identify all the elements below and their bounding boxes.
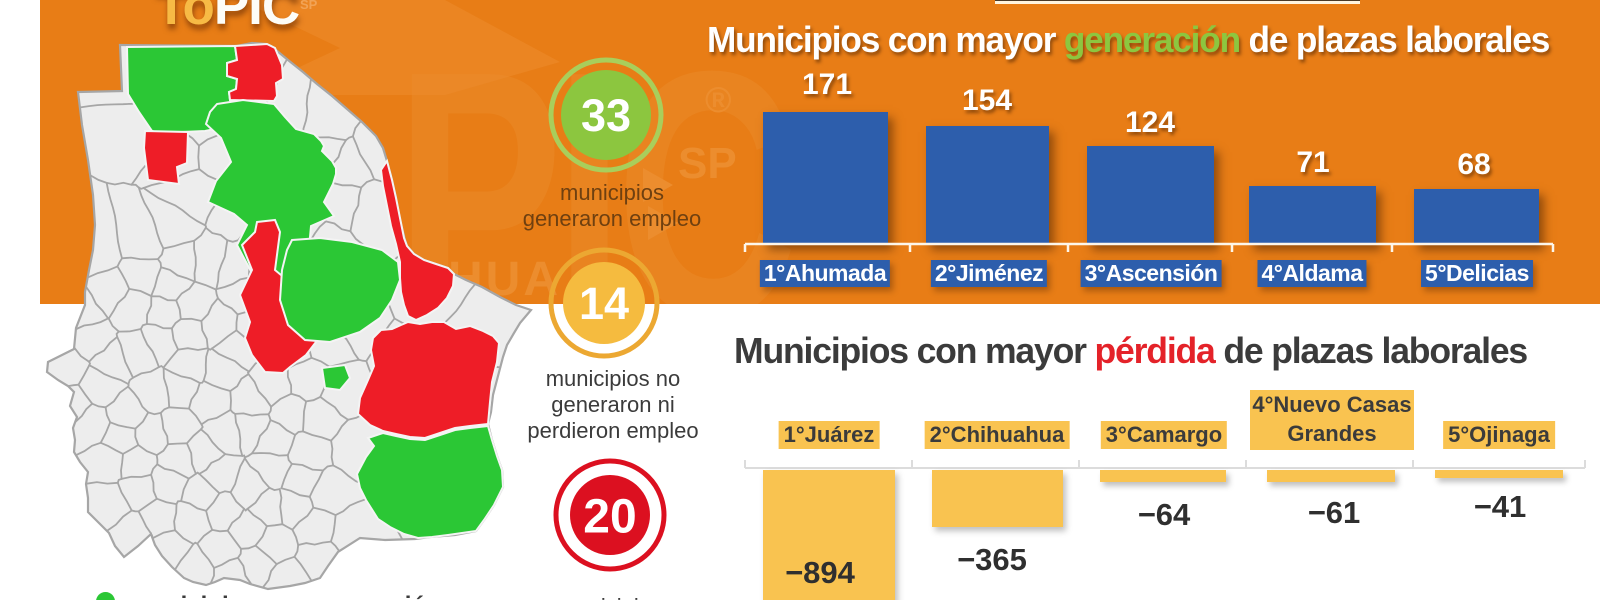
svg-text:14: 14 <box>579 278 629 329</box>
svg-text:®: ® <box>705 79 732 120</box>
svg-text:20: 20 <box>583 490 636 543</box>
svg-text:SP: SP <box>678 139 737 188</box>
svg-text:33: 33 <box>581 90 631 141</box>
